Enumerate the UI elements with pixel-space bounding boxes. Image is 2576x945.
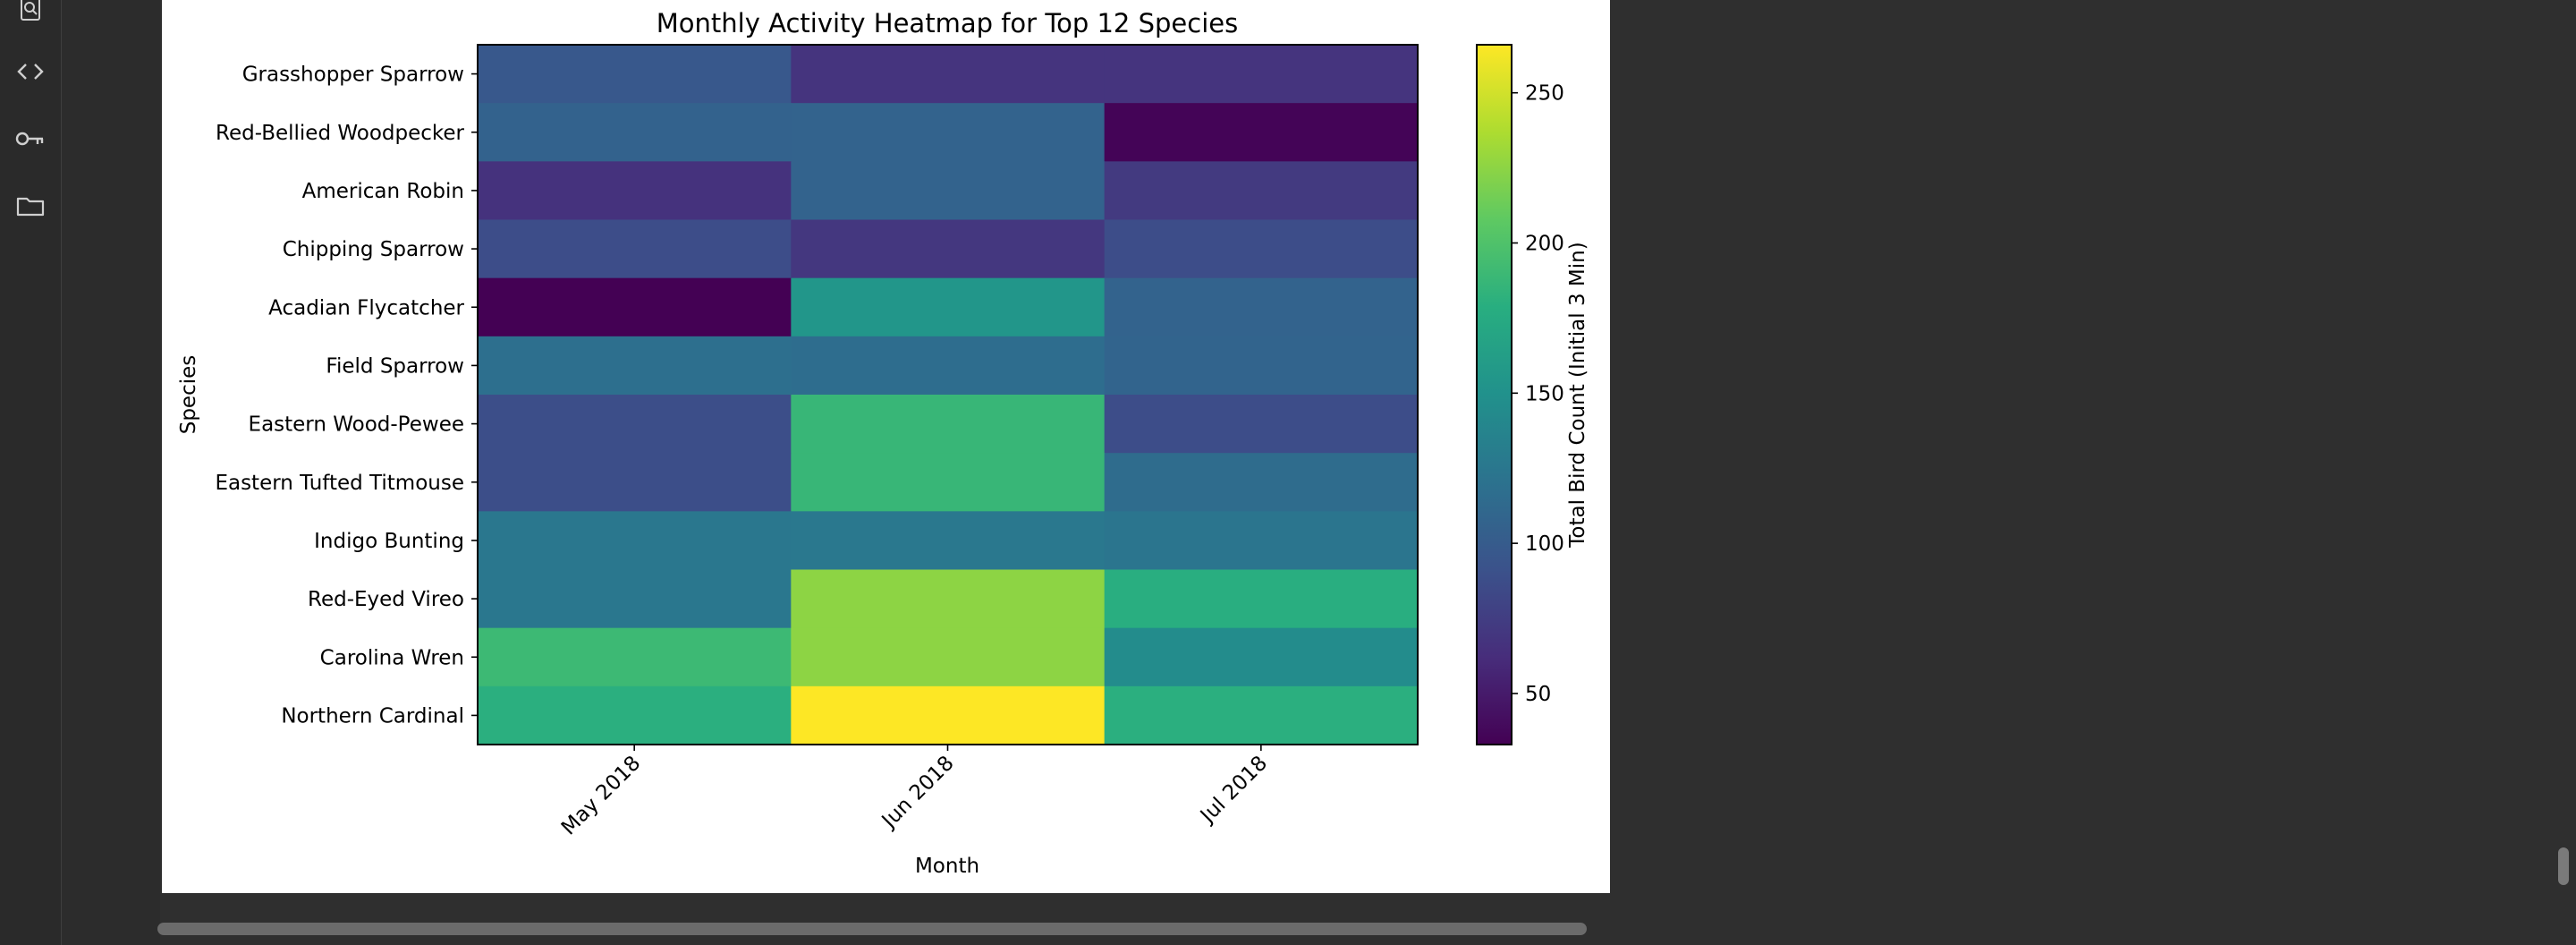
heatmap-cell (1104, 627, 1419, 687)
heatmap-cell (1104, 453, 1419, 512)
heatmap-cell (791, 336, 1106, 396)
heatmap-cell (1104, 277, 1419, 337)
y-tick-label: American Robin (302, 180, 464, 203)
colorbar-tick-label: 250 (1525, 82, 1564, 106)
heatmap-cell (791, 45, 1106, 104)
heatmap-cell (791, 569, 1106, 629)
heatmap-cell (478, 395, 792, 454)
heatmap-cell (791, 219, 1106, 279)
y-tick-label: Chipping Sparrow (283, 238, 464, 261)
heatmap-cell (1104, 161, 1419, 221)
heatmap-cell (1104, 103, 1419, 162)
heatmap-cell (1104, 395, 1419, 454)
heatmap-cell (791, 685, 1106, 745)
cell-gutter (62, 0, 160, 945)
horizontal-scrollbar[interactable] (157, 923, 1587, 935)
heatmap-cell (478, 336, 792, 396)
key-icon[interactable] (13, 121, 48, 157)
vertical-scrollbar[interactable] (2558, 847, 2569, 885)
heatmap-cell (478, 453, 792, 512)
colorbar (1476, 44, 1513, 745)
heatmap-cell (791, 161, 1106, 221)
colorbar-tick-label: 200 (1525, 233, 1564, 256)
heatmap-cell (478, 627, 792, 687)
colorbar-tick-label: 150 (1525, 382, 1564, 405)
heatmap-cell (478, 103, 792, 162)
heatmap-cell (791, 103, 1106, 162)
y-tick-label: Carolina Wren (320, 646, 464, 669)
heatmap-cell (478, 569, 792, 629)
heatmap-cell (791, 395, 1106, 454)
activity-sidebar (0, 0, 62, 945)
y-tick-label: Northern Cardinal (281, 704, 464, 728)
inspect-icon[interactable] (13, 0, 48, 27)
heatmap-cell (1104, 511, 1419, 571)
heatmap-cell (1104, 336, 1419, 396)
heatmap-cell (1104, 219, 1419, 279)
y-axis-label: Species (177, 355, 200, 435)
folder-icon[interactable] (13, 188, 48, 224)
heatmap-cell (791, 277, 1106, 337)
y-tick-label: Acadian Flycatcher (268, 296, 464, 319)
y-tick-label: Field Sparrow (326, 354, 464, 378)
y-tick-label: Red-Bellied Woodpecker (216, 122, 465, 145)
colorbar-tick-label: 50 (1525, 683, 1551, 706)
heatmap-cell (478, 511, 792, 571)
heatmap-cell (791, 511, 1106, 571)
heatmap-cell (1104, 45, 1419, 104)
heatmap-cell (791, 627, 1106, 687)
heatmap-cell (478, 161, 792, 221)
y-tick-label: Eastern Tufted Titmouse (215, 472, 464, 495)
colorbar-label: Total Bird Count (Initial 3 Min) (1566, 242, 1589, 548)
heatmap-chart: Monthly Activity Heatmap for Top 12 Spec… (177, 8, 1589, 878)
heatmap-cell (478, 219, 792, 279)
y-tick-label: Grasshopper Sparrow (242, 64, 464, 87)
x-tick-label: Jul 2018 (1195, 752, 1272, 829)
heatmap-cell (791, 453, 1106, 512)
chart-title: Monthly Activity Heatmap for Top 12 Spec… (657, 8, 1238, 38)
heatmap-cell (478, 685, 792, 745)
y-tick-label: Indigo Bunting (314, 530, 464, 553)
cell-output: Monthly Activity Heatmap for Top 12 Spec… (162, 0, 1610, 893)
x-tick-label: May 2018 (557, 752, 646, 840)
heatmap-cell (1104, 685, 1419, 745)
x-axis-label: Month (915, 855, 979, 878)
heatmap-cell (1104, 569, 1419, 629)
y-tick-label: Red-Eyed Vireo (308, 588, 464, 611)
code-icon[interactable] (13, 54, 48, 89)
heatmap-cell (478, 277, 792, 337)
heatmap-cell (478, 45, 792, 104)
y-tick-label: Eastern Wood-Pewee (249, 413, 464, 437)
x-tick-label: Jun 2018 (877, 752, 959, 834)
colorbar-tick-label: 100 (1525, 532, 1564, 556)
